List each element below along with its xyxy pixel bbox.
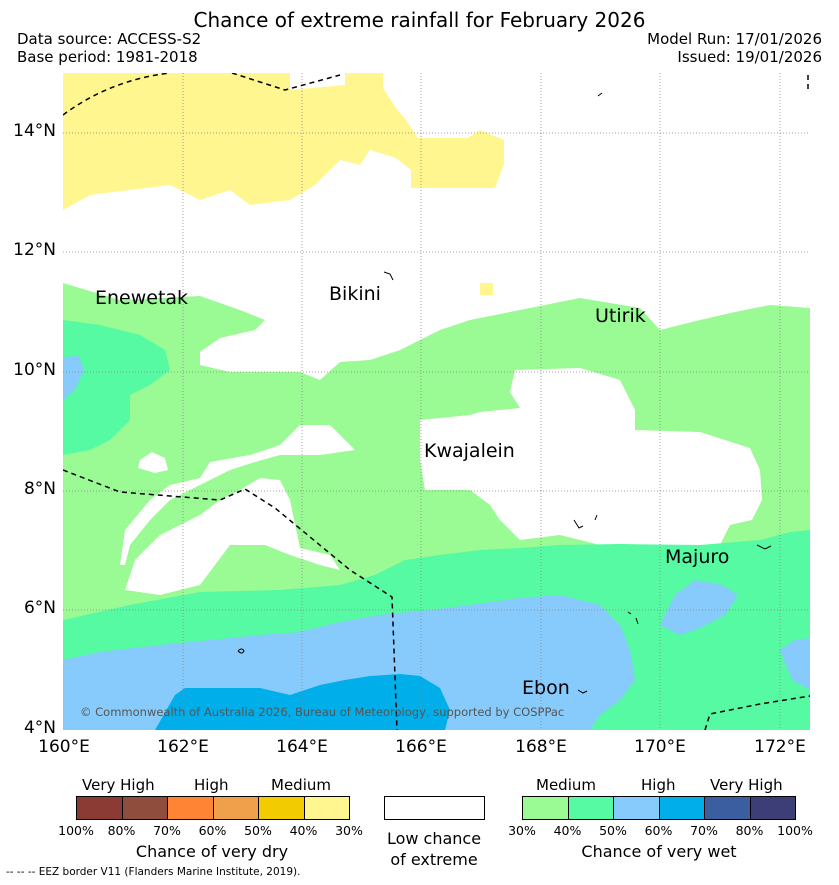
dry-tick: 30% [335, 823, 363, 838]
place-label-ebon: Ebon [522, 677, 570, 699]
lat-label: 10°N [13, 360, 56, 380]
lat-label: 14°N [13, 121, 56, 141]
wet-level-very-high: Very High [710, 776, 783, 794]
dry-tick: 40% [289, 823, 318, 838]
wet-swatch-3 [658, 796, 705, 820]
wet-tick: 100% [777, 823, 813, 838]
wet-swatch-4 [704, 796, 751, 820]
lat-label: 6°N [23, 598, 56, 618]
dry-swatch-2 [167, 796, 214, 820]
wet-tick: 50% [599, 823, 627, 838]
low-chance-caption: Low chance of extreme [370, 828, 498, 870]
data-source: Data source: ACCESS-S2 [17, 30, 202, 48]
place-label-kwajalein: Kwajalein [424, 440, 515, 462]
eez-borders [63, 73, 810, 730]
wet-high-area-ne [660, 580, 738, 635]
atolls [237, 92, 772, 694]
wet-tick: 40% [553, 823, 582, 838]
dry-tick: 80% [107, 823, 136, 838]
dry-swatch-0 [76, 796, 123, 820]
dry-swatch-1 [121, 796, 168, 820]
map-title: Chance of extreme rainfall for February … [193, 8, 646, 32]
eez-note: -- -- -- EEZ border V11 (Flanders Marine… [6, 866, 301, 878]
dry-tick: 100% [58, 823, 94, 838]
dry-medium-area [63, 73, 504, 210]
wet-high-area-w [63, 355, 84, 400]
lon-label: 172°E [754, 737, 806, 757]
dry-level-medium: Medium [271, 776, 331, 794]
place-label-bikini: Bikini [329, 283, 381, 305]
wet-swatch-2 [613, 796, 660, 820]
dry-tick: 70% [153, 823, 181, 838]
lon-label: 164°E [276, 737, 328, 757]
dry-swatch-5 [303, 796, 350, 820]
dry-tick: 50% [244, 823, 272, 838]
dry-medium-spot [480, 283, 493, 295]
wet-tick: 60% [644, 823, 673, 838]
wet-level-high: High [641, 776, 676, 794]
lon-label: 166°E [395, 737, 447, 757]
copyright-notice: © Commonwealth of Australia 2026, Bureau… [80, 705, 565, 719]
wet-tick: 80% [735, 823, 764, 838]
lon-label: 168°E [515, 737, 567, 757]
wet-tick: 30% [508, 823, 536, 838]
low-chance-caption-line1: Low chance [386, 829, 482, 848]
lon-label: 170°E [634, 737, 686, 757]
wet-swatch-5 [749, 796, 796, 820]
base-period: Base period: 1981-2018 [17, 48, 198, 66]
place-label-enewetak: Enewetak [95, 287, 189, 309]
place-label-utirik: Utirik [595, 305, 646, 327]
wet-swatch-0 [522, 796, 569, 820]
map-field [63, 73, 810, 730]
low-chance-caption-line2: of extreme [390, 850, 478, 869]
wet-tick: 70% [690, 823, 718, 838]
dry-tick: 60% [198, 823, 227, 838]
dry-swatch-3 [212, 796, 259, 820]
place-label-majuro: Majuro [665, 546, 730, 568]
dry-level-very-high: Very High [82, 776, 155, 794]
wet-caption: Chance of very wet [581, 842, 737, 861]
wet-medium-high-area [63, 320, 170, 455]
low-chance-pocket-small [138, 452, 168, 473]
wet-very-high-area [155, 674, 450, 730]
model-run: Model Run: 17/01/2026 [647, 30, 822, 48]
lat-label: 12°N [13, 240, 56, 260]
low-chance-pocket-west [120, 425, 355, 565]
dry-level-high: High [194, 776, 229, 794]
issued-date: Issued: 19/01/2026 [677, 48, 822, 66]
lat-label: 8°N [23, 479, 56, 499]
dry-swatch-4 [258, 796, 305, 820]
wet-high-area-se [780, 638, 810, 690]
low-chance-pocket-east [420, 368, 762, 545]
lat-label: 4°N [23, 718, 56, 738]
lon-label: 160°E [38, 737, 90, 757]
low-chance-swatch [384, 796, 485, 820]
wet-swatch-1 [567, 796, 614, 820]
wet-level-medium: Medium [536, 776, 596, 794]
run-info: Model Run: 17/01/2026 Issued: 19/01/2026 [647, 30, 822, 66]
dry-caption: Chance of very dry [135, 842, 289, 861]
data-info: Data source: ACCESS-S2 Base period: 1981… [17, 30, 201, 66]
lon-label: 162°E [157, 737, 209, 757]
low-chance-pocket-south [125, 478, 340, 595]
